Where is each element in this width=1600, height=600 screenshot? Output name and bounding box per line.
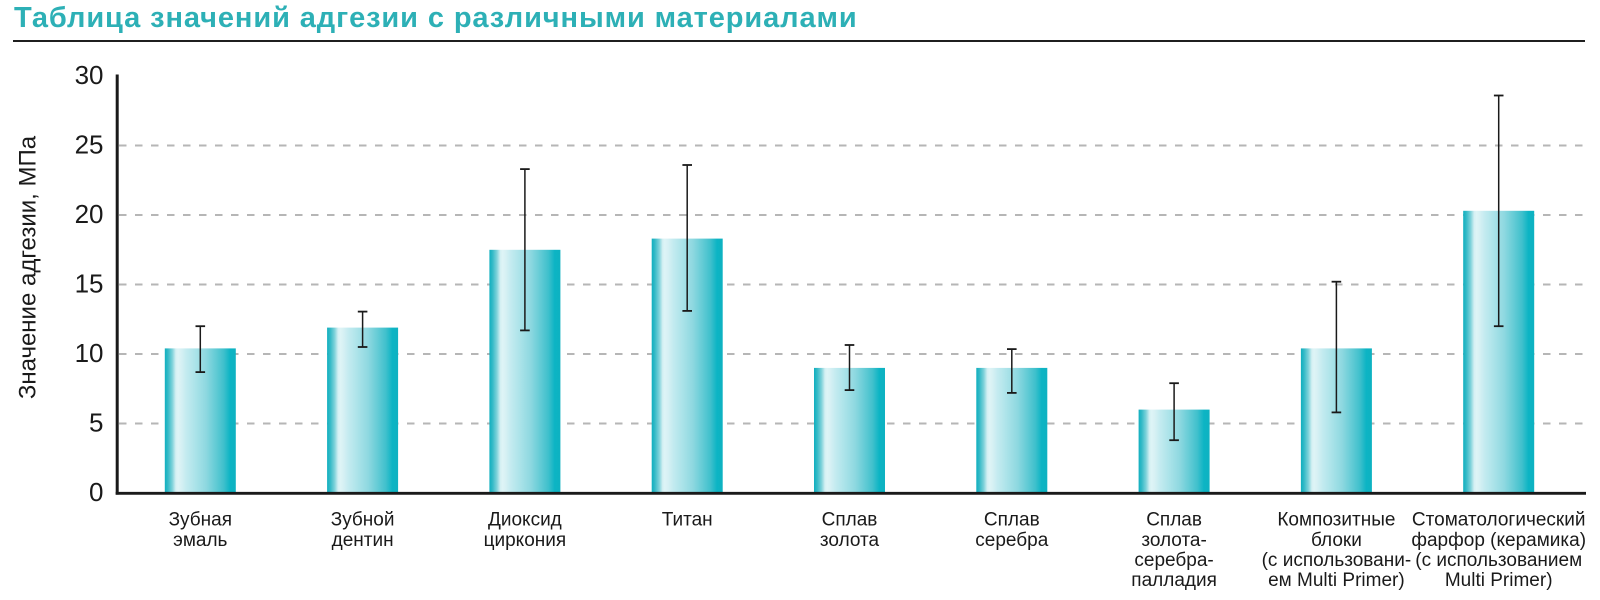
svg-text:0: 0 [89, 477, 103, 507]
svg-text:20: 20 [75, 199, 104, 229]
svg-text:30: 30 [75, 60, 104, 90]
svg-text:Титан: Титан [662, 510, 713, 531]
svg-text:Значение адгезии, МПа: Значение адгезии, МПа [15, 135, 42, 399]
svg-text:10: 10 [75, 338, 104, 368]
svg-text:25: 25 [75, 130, 104, 160]
svg-text:5: 5 [89, 408, 103, 438]
svg-text:15: 15 [75, 269, 104, 299]
